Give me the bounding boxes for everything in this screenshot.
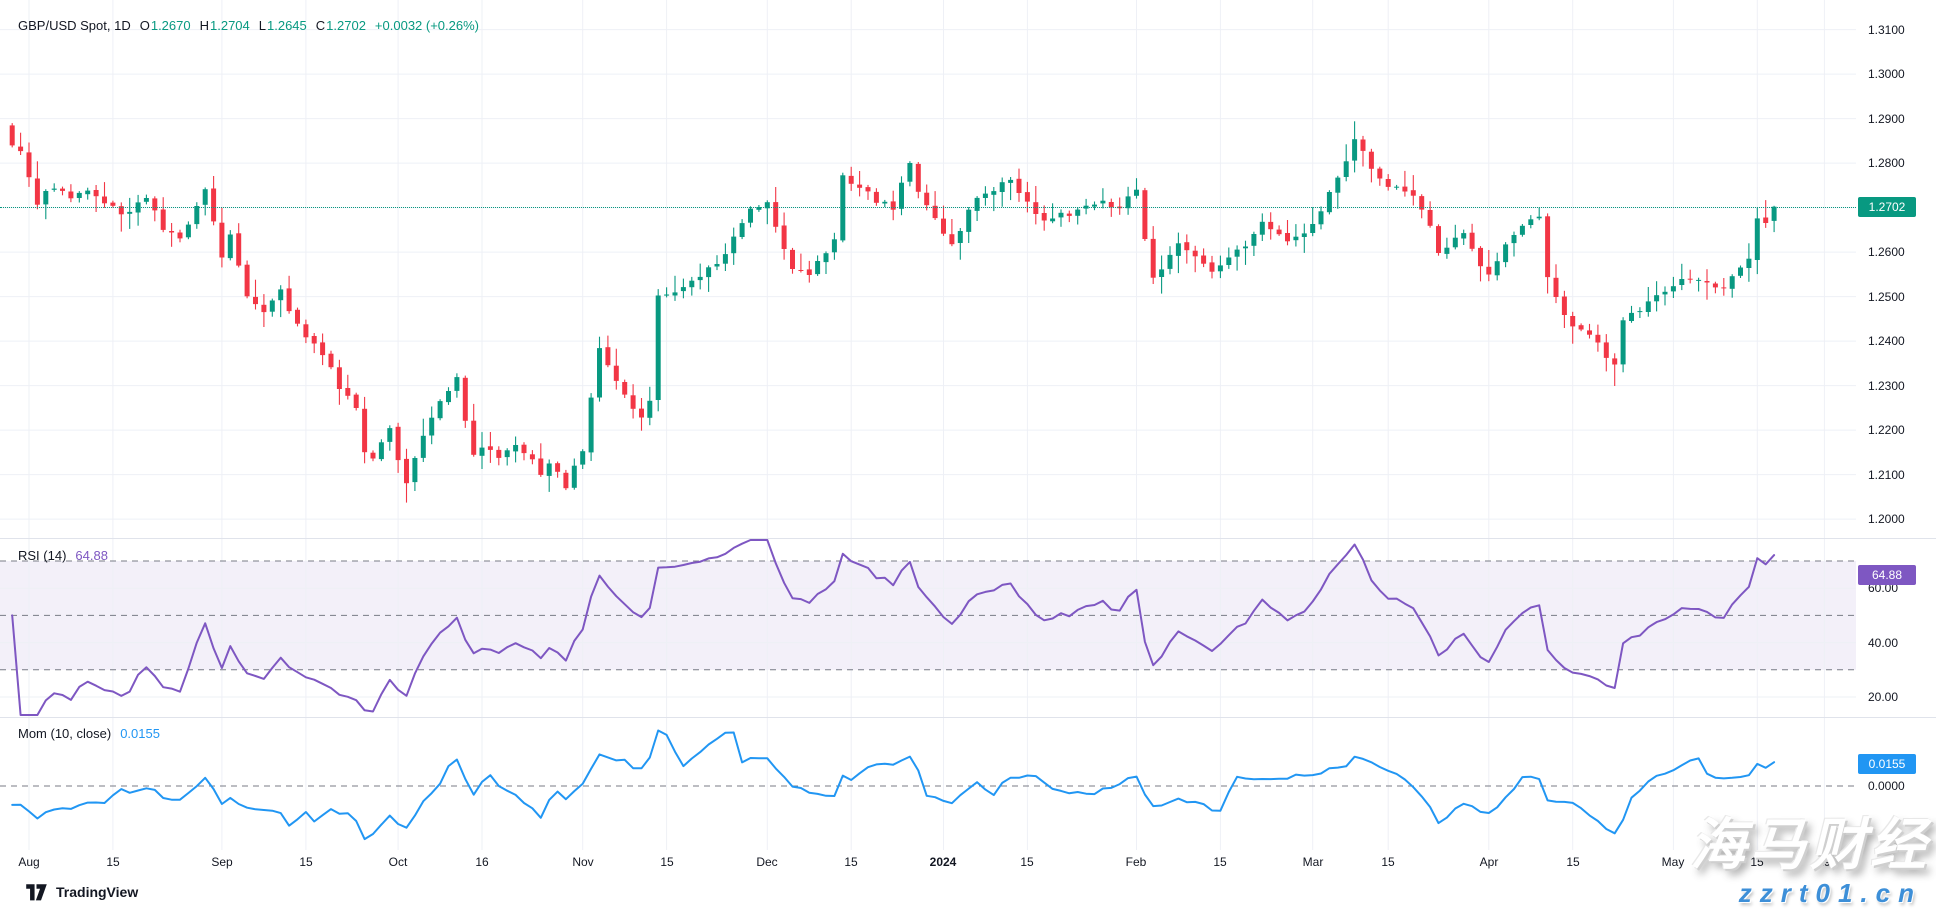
momentum-legend: Mom (10, close) 0.0155 bbox=[18, 726, 160, 741]
panel-separator[interactable] bbox=[0, 538, 1936, 539]
rsi-value: 64.88 bbox=[75, 548, 108, 563]
time-axis-label: 15 bbox=[1213, 855, 1227, 869]
momentum-panel[interactable]: Mom (10, close) 0.0155 bbox=[0, 717, 1936, 850]
ohlc-close: C1.2702 bbox=[315, 18, 366, 33]
time-axis-label: 15 bbox=[299, 855, 313, 869]
time-axis-label: 2024 bbox=[929, 855, 957, 869]
time-axis-label: 15 bbox=[1020, 855, 1034, 869]
symbol-legend: GBP/USD Spot, 1D O1.2670 H1.2704 L1.2645… bbox=[18, 18, 479, 33]
momentum-chart-canvas[interactable] bbox=[0, 717, 1856, 850]
rsi-title[interactable]: RSI (14) bbox=[18, 548, 67, 563]
time-axis-label: Sep bbox=[211, 855, 233, 869]
price-axis-label: 1.2300 bbox=[1868, 378, 1905, 393]
momentum-title[interactable]: Mom (10, close) bbox=[18, 726, 112, 741]
rsi-legend: RSI (14) 64.88 bbox=[18, 548, 108, 563]
price-panel[interactable]: GBP/USD Spot, 1D O1.2670 H1.2704 L1.2645… bbox=[0, 0, 1936, 538]
price-axis-label: 1.2400 bbox=[1868, 334, 1905, 349]
time-axis-label: Mar bbox=[1302, 855, 1324, 869]
rsi-axis-label: 40.00 bbox=[1868, 635, 1899, 650]
momentum-axis-label: 0.0000 bbox=[1868, 779, 1905, 793]
momentum-value-badge: 0.0155 bbox=[1858, 753, 1916, 774]
symbol-title[interactable]: GBP/USD Spot, 1D bbox=[18, 18, 131, 33]
ohlc-low: L1.2645 bbox=[258, 18, 307, 33]
rsi-axis-label: 20.00 bbox=[1868, 690, 1899, 704]
rsi-value-badge: 64.88 bbox=[1858, 564, 1916, 585]
time-axis-label: 15 bbox=[660, 855, 674, 869]
price-axis-label: 1.2800 bbox=[1868, 156, 1905, 171]
price-axis-label: 1.3100 bbox=[1868, 22, 1905, 37]
ohlc-high: H1.2704 bbox=[199, 18, 250, 33]
time-axis-label: Dec bbox=[756, 855, 778, 869]
rsi-chart-canvas[interactable] bbox=[0, 538, 1856, 717]
time-axis-label: 15 bbox=[844, 855, 858, 869]
price-chart-canvas[interactable] bbox=[0, 0, 1856, 538]
price-axis-label: 1.2600 bbox=[1868, 245, 1905, 260]
change-value: +0.0032 (+0.26%) bbox=[374, 18, 479, 33]
tradingview-logo-icon[interactable] bbox=[24, 883, 49, 901]
time-axis-label: Nov bbox=[572, 855, 594, 869]
momentum-value: 0.0155 bbox=[120, 726, 160, 741]
time-axis-label: Oct bbox=[388, 855, 408, 869]
price-axis-label: 1.2500 bbox=[1868, 289, 1905, 304]
price-axis-label: 1.2100 bbox=[1868, 467, 1905, 482]
time-axis-label: Aug bbox=[18, 855, 40, 869]
time-axis-label: Apr bbox=[1479, 855, 1499, 869]
price-axis-label: 1.3000 bbox=[1868, 67, 1905, 82]
watermark-url-text: zzrt01.cn bbox=[1738, 878, 1922, 908]
price-axis-label: 1.2200 bbox=[1868, 423, 1905, 438]
price-axis-label: 1.2000 bbox=[1868, 512, 1905, 527]
watermark-chinese-text: 海马财经 bbox=[1690, 813, 1930, 878]
tradingview-brand-label[interactable]: TradingView bbox=[56, 883, 139, 900]
bottom-bar: TradingView bbox=[0, 873, 1936, 910]
current-price-line bbox=[0, 207, 1856, 208]
time-axis-label: 16 bbox=[475, 855, 489, 869]
price-axis-label: 1.2900 bbox=[1868, 111, 1905, 126]
time-axis-label: 29 bbox=[1817, 855, 1831, 869]
time-axis-label: May bbox=[1661, 855, 1685, 869]
time-axis-label: 15 bbox=[1750, 855, 1764, 869]
current-price-badge: 1.2702 bbox=[1858, 196, 1916, 217]
time-axis[interactable]: Aug 15 Sep 15 Oct 16 Nov 15 Dec 15 2024 15 Feb 15 Mar 1… bbox=[0, 850, 1936, 873]
time-axis-label: Feb bbox=[1125, 855, 1147, 869]
panel-separator[interactable] bbox=[0, 717, 1936, 718]
time-axis-label: 15 bbox=[1381, 855, 1395, 869]
time-axis-label: 15 bbox=[1566, 855, 1580, 869]
rsi-panel[interactable]: RSI (14) 64.88 bbox=[0, 538, 1936, 717]
time-axis-label: 15 bbox=[106, 855, 120, 869]
ohlc-open: O1.2670 bbox=[139, 18, 191, 33]
